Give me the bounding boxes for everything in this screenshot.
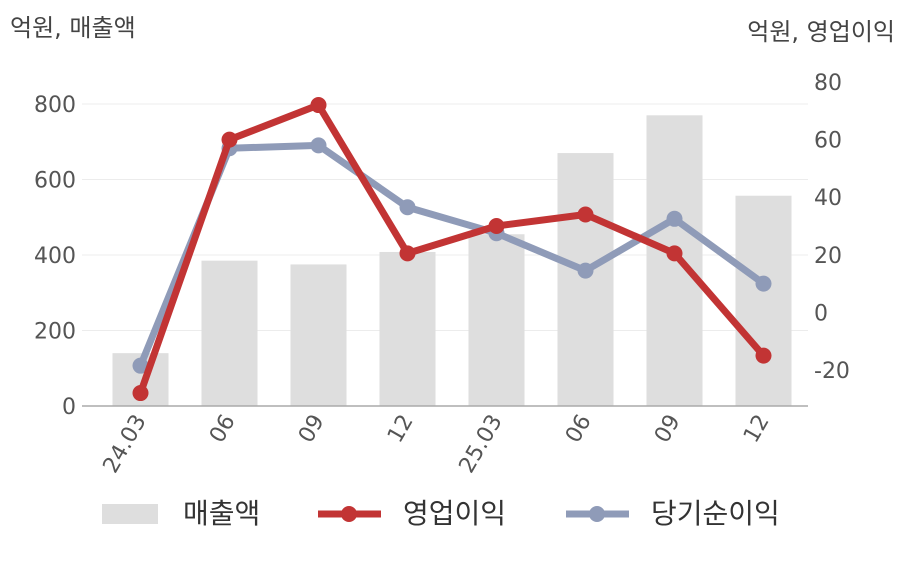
bar-revenue	[290, 264, 347, 406]
left-axis-tick-label: 0	[62, 395, 76, 420]
right-axis-tick-label: -20	[814, 359, 850, 384]
line-series	[132, 97, 772, 402]
bar-revenue	[468, 234, 525, 406]
point-operating-profit	[488, 218, 505, 234]
legend-label-operating-profit: 영업이익	[403, 497, 506, 530]
x-axis-tick-label: 09	[650, 411, 686, 448]
x-axis-tick-label: 12	[383, 411, 419, 448]
bar-revenue	[557, 153, 614, 406]
line-operating-profit	[137, 101, 767, 397]
x-axis-tick-label: 06	[205, 411, 241, 448]
legend-item-net-profit: 당기순이익	[566, 497, 780, 530]
left-axis-tick-label: 800	[34, 93, 76, 118]
right-axis-tick-label: 40	[814, 186, 842, 211]
right-axis-tick-label: 20	[814, 244, 842, 269]
left-axis-tick-label: 400	[34, 244, 76, 269]
legend-label-net-profit: 당기순이익	[651, 497, 780, 530]
x-axis-tick-label: 25.03	[455, 411, 508, 478]
point-net-profit	[666, 210, 683, 227]
x-axis-ticks: 24.03 06 09 12 25.03 06 09 12	[99, 411, 775, 478]
right-axis-tick-label: 60	[814, 129, 842, 154]
point-net-profit	[755, 275, 772, 292]
point-operating-profit	[755, 347, 772, 364]
left-axis-ticks: 0 200 400 600 800	[34, 93, 76, 420]
legend-swatch-revenue	[102, 504, 158, 524]
point-operating-profit	[399, 245, 416, 262]
bar-revenue	[379, 251, 436, 406]
point-operating-profit	[577, 206, 594, 223]
right-axis-ticks: -20 0 20 40 60 80	[814, 71, 850, 384]
left-axis-unit: 억원, 매출액	[10, 14, 136, 42]
point-operating-profit	[132, 385, 149, 402]
right-axis-tick-label: 80	[814, 71, 842, 96]
point-operating-profit	[666, 245, 683, 262]
legend-swatch-net-profit-marker	[589, 506, 605, 522]
legend: 매출액 영업이익 당기순이익	[102, 497, 780, 530]
point-operating-profit	[221, 131, 238, 148]
left-axis-tick-label: 200	[34, 320, 76, 345]
point-net-profit	[132, 357, 149, 374]
legend-item-revenue: 매출액	[102, 497, 260, 530]
point-net-profit	[399, 199, 416, 216]
point-operating-profit	[310, 97, 327, 114]
bar-revenue	[201, 260, 258, 406]
x-axis-tick-label: 06	[561, 411, 597, 448]
x-axis-tick-label: 12	[739, 411, 775, 448]
right-axis-unit: 억원, 영업이익	[747, 18, 895, 46]
x-axis-tick-label: 24.03	[99, 411, 152, 478]
left-axis-tick-label: 600	[34, 169, 76, 194]
legend-item-operating-profit: 영업이익	[318, 497, 506, 530]
point-net-profit	[310, 137, 327, 154]
point-net-profit	[577, 262, 594, 279]
legend-swatch-operating-profit-marker	[341, 506, 357, 522]
bar-revenue	[735, 195, 792, 406]
legend-label-revenue: 매출액	[183, 497, 260, 530]
right-axis-tick-label: 0	[814, 301, 828, 326]
bar-series	[112, 115, 792, 406]
line-net-profit	[137, 141, 767, 370]
x-axis-tick-label: 09	[294, 411, 330, 448]
